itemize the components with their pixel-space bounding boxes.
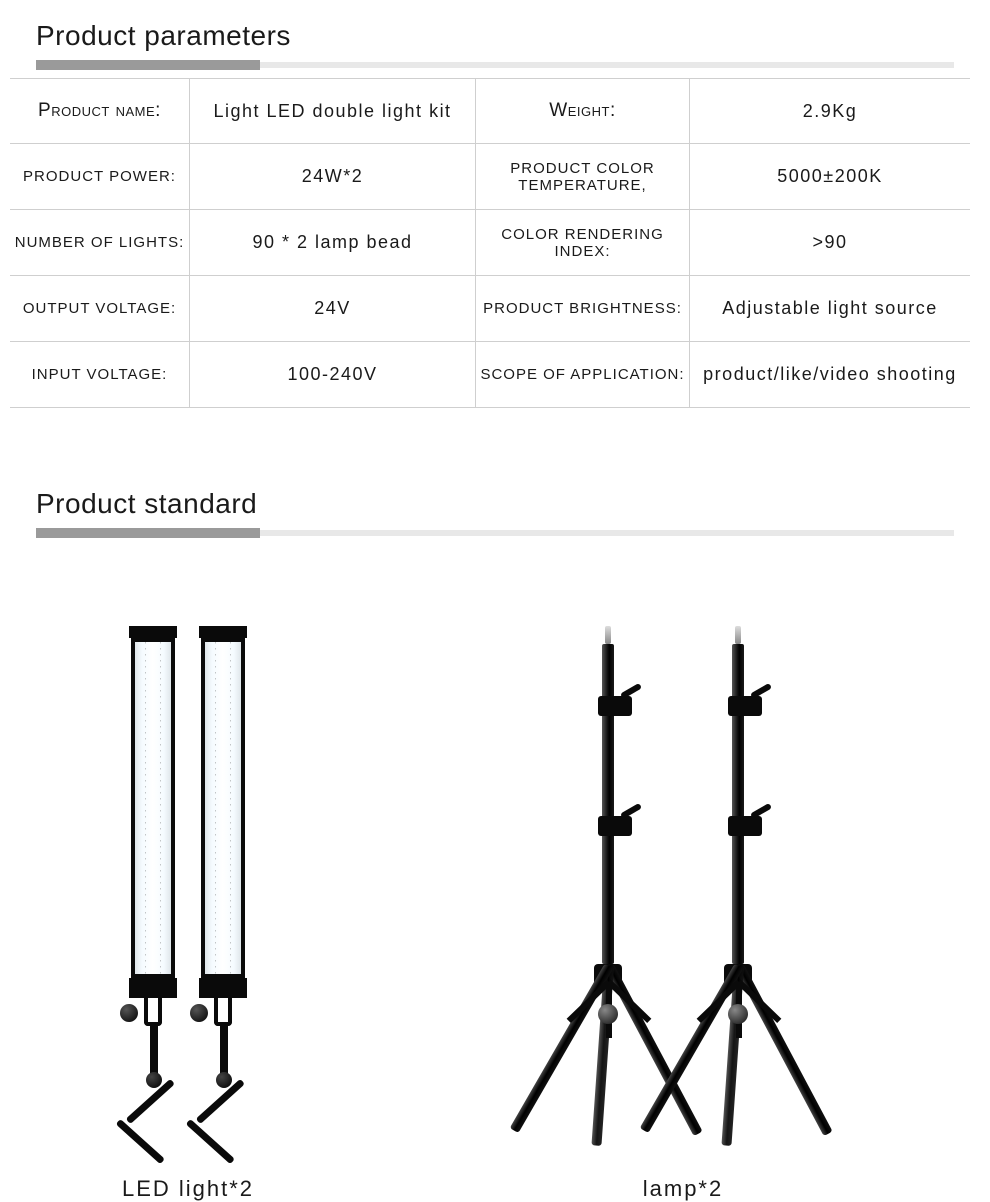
standard-item-lamp: lamp*2 (498, 626, 868, 1202)
param-value: 5000±200K (690, 144, 970, 209)
standard-items: LED light*2 (0, 546, 990, 1202)
heading-underline-parameters (36, 62, 954, 68)
param-label: product brightness: (476, 276, 690, 341)
param-value: 90 * 2 lamp bead (190, 210, 476, 275)
param-label: product power: (10, 144, 190, 209)
heading-standard: Product standard (0, 468, 990, 530)
lamp-tripod-image (498, 626, 868, 1156)
param-label: input voltage: (10, 342, 190, 407)
table-row: Product name:Light LED double light kitW… (10, 78, 970, 144)
table-row: input voltage:100-240Vscope of applicati… (10, 342, 970, 408)
heading-underline-standard (36, 530, 954, 536)
param-value: 24V (190, 276, 476, 341)
param-label: Product name: (10, 79, 190, 143)
led-light-image (133, 626, 243, 1156)
tripod (628, 626, 848, 1156)
param-label: product color temperature, (476, 144, 690, 209)
param-value: product/like/video shooting (690, 342, 970, 407)
led-bar (203, 626, 243, 1148)
param-value: 2.9Kg (690, 79, 970, 143)
param-value: Adjustable light source (690, 276, 970, 341)
table-row: output voltage:24Vproduct brightness:Adj… (10, 276, 970, 342)
item-label-led-light: LED light*2 (122, 1176, 254, 1202)
param-value: Light LED double light kit (190, 79, 476, 143)
param-value: 24W*2 (190, 144, 476, 209)
parameters-table: Product name:Light LED double light kitW… (10, 78, 970, 408)
heading-parameters: Product parameters (0, 0, 990, 62)
param-label: color rendering index: (476, 210, 690, 275)
led-bar (133, 626, 173, 1148)
param-label: Weight: (476, 79, 690, 143)
param-value: >90 (690, 210, 970, 275)
table-row: product power:24W*2product color tempera… (10, 144, 970, 210)
param-label: number of lights: (10, 210, 190, 275)
param-value: 100-240V (190, 342, 476, 407)
table-row: number of lights:90 * 2 lamp beadcolor r… (10, 210, 970, 276)
standard-item-led-light: LED light*2 (122, 626, 254, 1202)
item-label-lamp: lamp*2 (643, 1176, 723, 1202)
param-label: scope of application: (476, 342, 690, 407)
param-label: output voltage: (10, 276, 190, 341)
